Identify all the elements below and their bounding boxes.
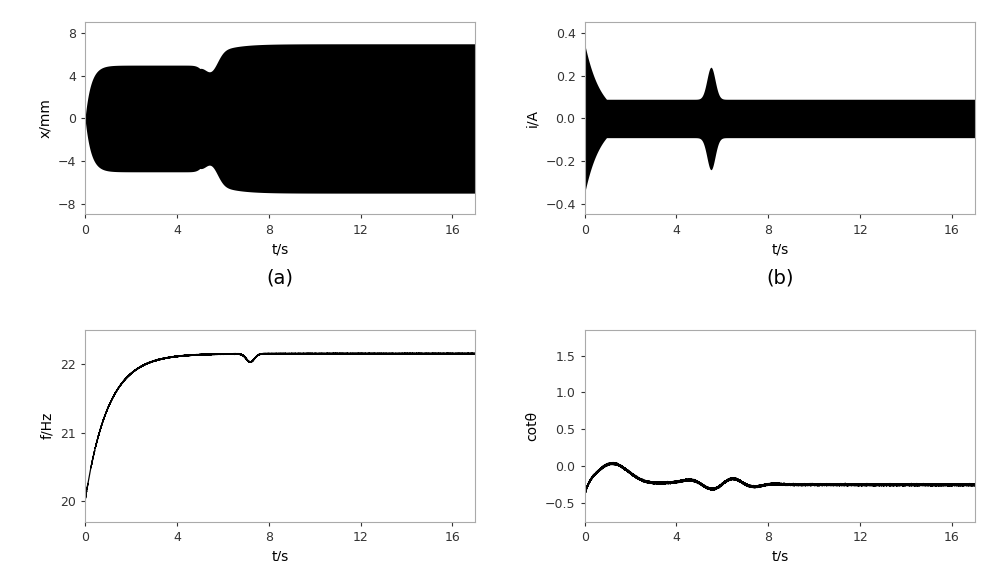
Y-axis label: i/A: i/A xyxy=(526,109,540,127)
Text: (b): (b) xyxy=(766,268,794,287)
X-axis label: t/s: t/s xyxy=(771,549,788,561)
Y-axis label: f/Hz: f/Hz xyxy=(41,412,55,439)
X-axis label: t/s: t/s xyxy=(272,549,289,561)
X-axis label: t/s: t/s xyxy=(771,242,788,256)
Y-axis label: x/mm: x/mm xyxy=(38,99,52,139)
X-axis label: t/s: t/s xyxy=(272,242,289,256)
Text: (a): (a) xyxy=(267,268,294,287)
Y-axis label: cotθ: cotθ xyxy=(526,411,540,441)
